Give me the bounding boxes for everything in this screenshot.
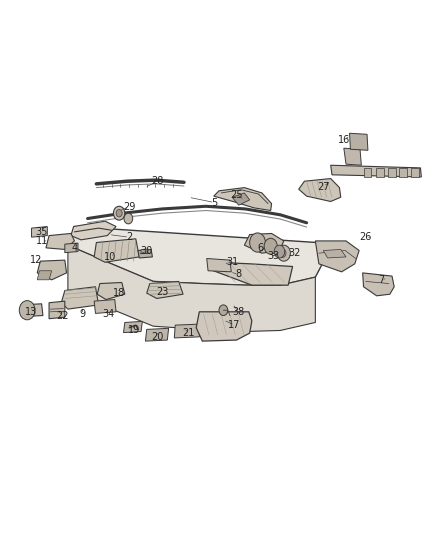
Polygon shape — [49, 301, 65, 319]
Text: 4: 4 — [71, 243, 78, 253]
Polygon shape — [174, 324, 201, 338]
Text: 23: 23 — [156, 287, 168, 296]
Polygon shape — [214, 188, 272, 211]
Polygon shape — [71, 221, 116, 240]
Polygon shape — [94, 300, 116, 313]
Text: 13: 13 — [25, 307, 37, 317]
Text: 21: 21 — [182, 328, 194, 338]
Text: 30: 30 — [141, 246, 153, 255]
Polygon shape — [37, 260, 67, 280]
Circle shape — [277, 245, 290, 261]
Text: 10: 10 — [104, 252, 117, 262]
Polygon shape — [388, 168, 396, 177]
Text: 28: 28 — [152, 176, 164, 186]
Polygon shape — [331, 165, 421, 177]
Polygon shape — [61, 287, 99, 309]
Text: 17: 17 — [228, 320, 240, 330]
Circle shape — [124, 213, 133, 224]
Polygon shape — [363, 273, 394, 296]
Polygon shape — [207, 259, 231, 272]
Polygon shape — [411, 168, 419, 177]
Polygon shape — [138, 249, 152, 258]
Polygon shape — [364, 168, 371, 177]
Polygon shape — [315, 241, 359, 272]
Polygon shape — [37, 271, 52, 280]
Polygon shape — [65, 243, 78, 253]
Polygon shape — [209, 262, 293, 285]
Text: 9: 9 — [79, 310, 85, 319]
Text: 2: 2 — [126, 232, 132, 242]
Polygon shape — [344, 148, 361, 165]
Text: 35: 35 — [35, 227, 48, 237]
Text: 20: 20 — [152, 332, 164, 342]
Circle shape — [19, 301, 35, 320]
Polygon shape — [145, 328, 169, 341]
Text: 7: 7 — [378, 275, 384, 285]
Circle shape — [279, 249, 286, 257]
Text: 8: 8 — [236, 270, 242, 279]
Text: 32: 32 — [288, 248, 300, 258]
Polygon shape — [32, 227, 47, 237]
Circle shape — [264, 238, 277, 254]
Polygon shape — [350, 133, 368, 150]
Polygon shape — [97, 282, 125, 300]
Text: 34: 34 — [102, 310, 115, 319]
Polygon shape — [323, 249, 346, 258]
Polygon shape — [244, 233, 284, 253]
Circle shape — [219, 305, 228, 316]
Text: 16: 16 — [338, 135, 350, 144]
Polygon shape — [124, 321, 142, 333]
Text: 22: 22 — [57, 311, 69, 320]
Circle shape — [113, 206, 125, 220]
Text: 38: 38 — [233, 307, 245, 317]
Polygon shape — [376, 168, 384, 177]
Text: 12: 12 — [30, 255, 42, 264]
Text: 11: 11 — [35, 236, 48, 246]
Polygon shape — [147, 281, 183, 298]
Text: 25: 25 — [230, 190, 243, 199]
Text: 33: 33 — [268, 251, 280, 261]
Polygon shape — [68, 245, 315, 332]
Text: 19: 19 — [127, 326, 140, 335]
Text: 5: 5 — [212, 198, 218, 207]
Text: 6: 6 — [258, 243, 264, 253]
Polygon shape — [196, 312, 252, 341]
Text: 29: 29 — [123, 202, 135, 212]
Circle shape — [116, 209, 122, 217]
Text: 18: 18 — [113, 288, 125, 298]
Text: 31: 31 — [226, 257, 238, 267]
Polygon shape — [232, 193, 250, 205]
Text: 26: 26 — [360, 232, 372, 242]
Text: 27: 27 — [317, 182, 329, 191]
Polygon shape — [141, 249, 148, 254]
Polygon shape — [94, 239, 139, 262]
Polygon shape — [46, 233, 74, 249]
Circle shape — [250, 233, 265, 252]
Polygon shape — [299, 179, 341, 201]
Polygon shape — [21, 304, 43, 317]
Polygon shape — [68, 227, 333, 285]
Polygon shape — [399, 168, 407, 177]
Circle shape — [274, 245, 285, 258]
